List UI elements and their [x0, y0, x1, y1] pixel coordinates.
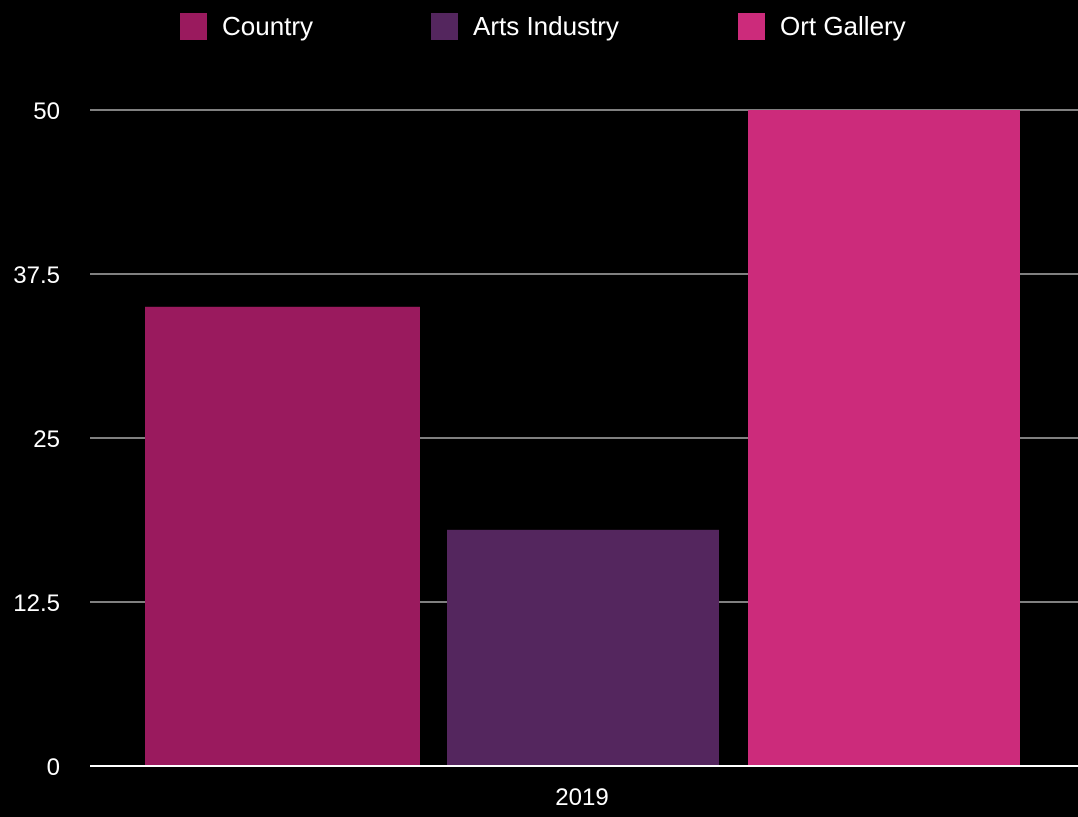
legend-label-ort-gallery: Ort Gallery	[780, 10, 906, 41]
bar-arts-industry	[447, 529, 719, 766]
bars	[145, 110, 1020, 766]
legend-swatch-country	[180, 12, 207, 40]
legend-swatch-arts-industry	[431, 12, 458, 40]
y-tick-label: 50	[33, 98, 60, 125]
y-tick-label: 37.5	[13, 262, 60, 289]
y-tick-label: 12.5	[13, 590, 60, 617]
legend-swatch-ort-gallery	[738, 12, 765, 40]
chart-legend: Country Arts Industry Ort Gallery	[0, 0, 1078, 52]
legend-label-country: Country	[222, 10, 314, 41]
bar-country	[145, 306, 420, 766]
y-tick-label: 0	[47, 754, 60, 781]
x-tick-label: 2019	[555, 784, 608, 811]
y-tick-label: 25	[33, 426, 60, 453]
bar-ort-gallery	[748, 110, 1020, 766]
legend-item-arts-industry: Arts Industry	[431, 10, 619, 42]
legend-item-ort-gallery: Ort Gallery	[738, 10, 906, 42]
axes: 0 12.5 25 37.5 50 2019	[13, 98, 1078, 811]
legend-item-country: Country	[180, 10, 313, 42]
legend-label-arts-industry: Arts Industry	[473, 10, 619, 41]
